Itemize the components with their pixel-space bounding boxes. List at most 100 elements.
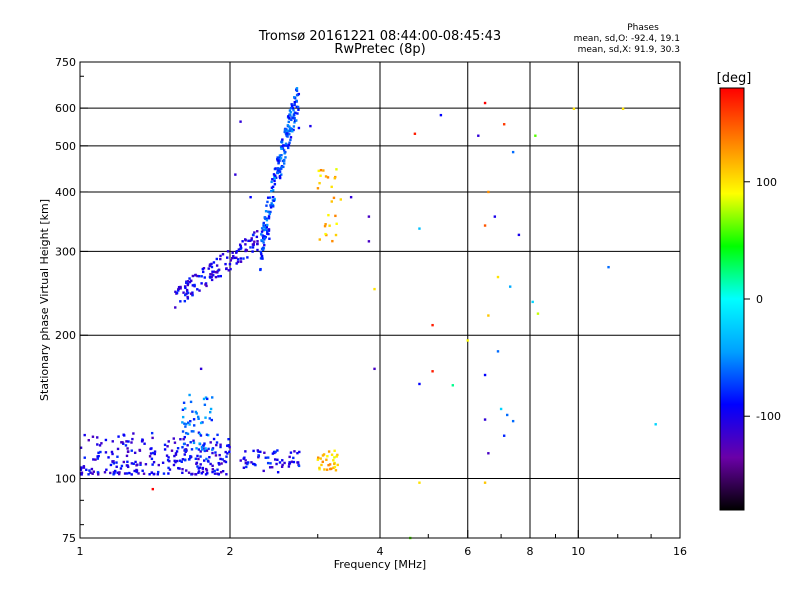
data-point <box>499 407 503 411</box>
data-point <box>124 444 128 447</box>
data-point <box>157 463 160 467</box>
data-point <box>263 235 266 238</box>
data-point <box>201 470 205 474</box>
data-point <box>316 456 320 459</box>
data-point <box>79 446 83 449</box>
axis-ticks: 1 2 4 6 8 10 16 75 100 200 300 400 500 600 750 <box>55 56 687 558</box>
data-point <box>211 464 214 468</box>
data-point <box>181 446 184 449</box>
data-point <box>112 460 115 463</box>
data-point <box>330 453 334 456</box>
y-tick-label: 75 <box>62 532 76 545</box>
data-point <box>213 472 217 475</box>
data-point <box>128 471 131 475</box>
data-point <box>209 462 212 466</box>
data-point <box>293 121 296 124</box>
data-point <box>259 450 262 454</box>
data-point <box>290 460 294 463</box>
data-point <box>290 127 294 131</box>
data-point <box>270 180 273 184</box>
data-point <box>219 457 222 461</box>
data-point <box>283 128 287 131</box>
data-point <box>205 469 209 472</box>
chart-title: Tromsø 20161221 08:44:00-08:45:43 <box>258 29 501 44</box>
data-point <box>125 454 129 458</box>
data-point <box>239 459 242 462</box>
data-point <box>203 442 206 445</box>
data-point <box>330 185 333 189</box>
data-point <box>168 468 172 471</box>
data-point <box>152 460 156 464</box>
data-point <box>266 461 270 465</box>
data-point <box>181 458 185 461</box>
data-point <box>322 453 326 456</box>
data-point <box>177 287 181 291</box>
data-point <box>170 449 174 452</box>
data-point <box>125 472 129 475</box>
data-point <box>283 162 286 165</box>
data-point <box>99 450 102 454</box>
data-point <box>201 448 204 451</box>
data-point <box>191 472 194 476</box>
data-point <box>185 422 188 426</box>
data-point <box>175 450 179 453</box>
data-point <box>130 449 133 452</box>
data-point <box>290 118 293 122</box>
data-point <box>116 455 119 458</box>
data-point <box>104 438 108 442</box>
data-point <box>191 293 194 297</box>
data-point <box>197 448 201 451</box>
data-point <box>263 228 266 232</box>
data-point <box>225 473 228 476</box>
data-point <box>276 156 279 159</box>
data-point <box>167 466 170 470</box>
data-point <box>333 462 336 466</box>
data-point <box>227 444 230 447</box>
data-point <box>125 464 129 467</box>
data-point <box>367 215 371 218</box>
data-point <box>148 473 151 476</box>
data-point <box>183 422 186 425</box>
data-point <box>188 458 191 461</box>
data-point <box>132 462 135 465</box>
data-point <box>219 274 222 278</box>
data-point <box>262 241 265 244</box>
data-point <box>190 448 194 451</box>
data-point <box>82 465 86 468</box>
data-point <box>214 454 218 457</box>
data-point <box>277 162 280 165</box>
data-point <box>192 430 195 433</box>
data-point <box>256 248 259 252</box>
data-point <box>143 442 146 445</box>
data-point <box>272 451 276 454</box>
data-point <box>241 240 244 243</box>
data-point <box>508 285 512 288</box>
data-point <box>199 450 202 453</box>
data-point <box>166 459 170 462</box>
data-point <box>189 456 192 459</box>
data-point <box>228 450 231 453</box>
data-point <box>199 421 203 425</box>
data-point <box>132 432 135 435</box>
data-point <box>286 124 290 127</box>
data-point <box>282 165 285 169</box>
data-point <box>195 447 198 450</box>
data-point <box>182 442 186 446</box>
y-tick-label: 100 <box>55 473 76 486</box>
data-point <box>260 233 263 236</box>
data-point <box>210 273 214 276</box>
data-point <box>211 270 214 273</box>
data-point <box>431 370 434 373</box>
data-point <box>277 167 280 170</box>
data-point <box>232 254 235 258</box>
y-tick-label: 500 <box>55 140 76 153</box>
data-point <box>212 270 215 273</box>
data-point <box>188 393 191 397</box>
data-point <box>130 441 133 444</box>
data-point <box>248 239 252 243</box>
data-point <box>321 460 324 464</box>
data-point <box>96 436 99 439</box>
data-point <box>318 468 321 471</box>
data-point <box>181 415 185 419</box>
